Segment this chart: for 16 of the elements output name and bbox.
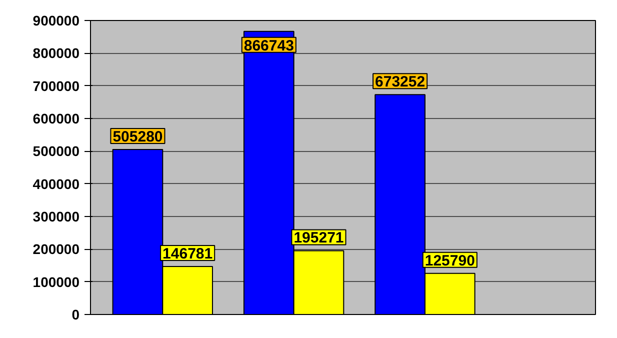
data-label: 125790	[424, 252, 475, 270]
y-tick-label: 800000	[32, 45, 80, 62]
y-tick-label: 700000	[32, 78, 80, 94]
y-tick-label: 500000	[32, 143, 80, 160]
data-label: 673252	[375, 74, 426, 91]
y-tick-label: 300000	[32, 208, 80, 224]
data-label: 195271	[294, 230, 344, 247]
y-tick-label: 200000	[32, 241, 80, 258]
y-tick-label: 900000	[32, 12, 80, 28]
y-tick-label: 0	[72, 306, 80, 322]
data-label: 866743	[244, 37, 294, 54]
y-tick-label: 100000	[32, 274, 80, 290]
data-label: 146781	[162, 246, 213, 263]
y-tick-label: 400000	[32, 176, 80, 192]
data-label: 505280	[112, 128, 163, 146]
y-tick-label: 600000	[32, 110, 80, 126]
